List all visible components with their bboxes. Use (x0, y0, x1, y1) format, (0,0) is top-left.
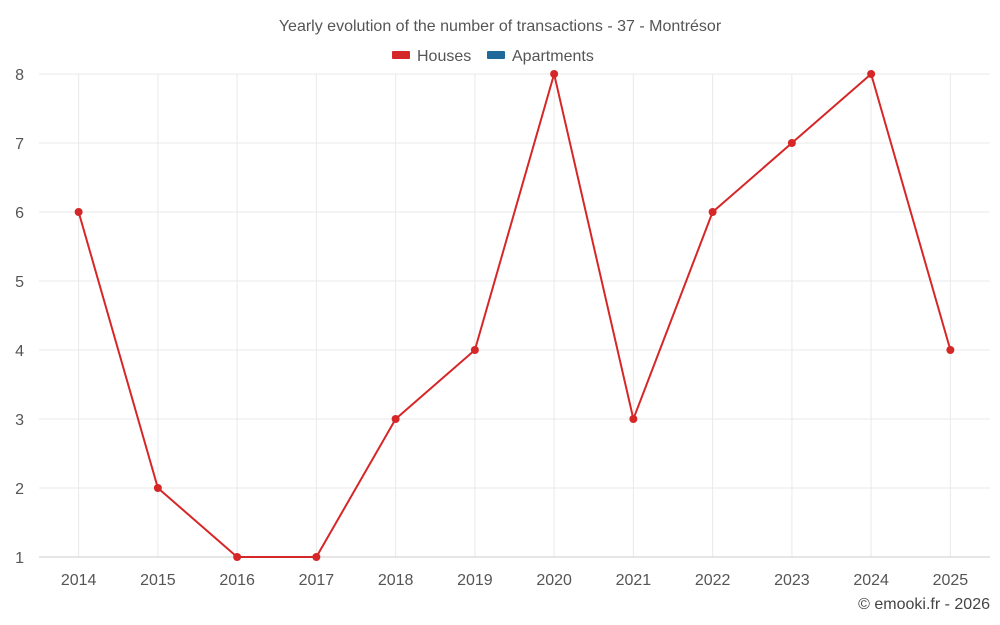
data-point-houses-2025[interactable] (946, 346, 955, 354)
series-line-houses (77, 73, 952, 558)
y-tick-label: 6 (15, 205, 24, 222)
x-tick-label: 2014 (61, 572, 97, 589)
x-tick-label: 2020 (536, 572, 572, 589)
y-tick-label: 2 (15, 481, 24, 498)
data-point-houses-2016[interactable] (233, 553, 242, 561)
legend-item-houses[interactable]: Houses (392, 48, 471, 65)
y-tick-label: 1 (15, 550, 24, 567)
x-tick-label: 2023 (774, 572, 810, 589)
legend-item-apartments[interactable]: Apartments (487, 48, 594, 65)
data-point-houses-2020[interactable] (550, 70, 559, 78)
data-point-houses-2023[interactable] (787, 139, 796, 147)
x-tick-label: 2022 (695, 572, 731, 589)
data-point-houses-2018[interactable] (391, 415, 400, 423)
x-tick-label: 2015 (140, 572, 176, 589)
y-tick-label: 3 (15, 412, 24, 429)
x-tick-label: 2019 (457, 572, 493, 589)
x-tick-label: 2024 (853, 572, 889, 589)
data-point-houses-2021[interactable] (629, 415, 638, 423)
data-point-houses-2017[interactable] (312, 553, 321, 561)
credit-text: © emooki.fr - 2026 (858, 596, 990, 613)
chart-title: Yearly evolution of the number of transa… (279, 18, 722, 35)
y-tick-label: 7 (15, 136, 24, 153)
data-point-houses-2022[interactable] (708, 208, 717, 216)
data-point-houses-2014[interactable] (74, 208, 83, 216)
x-tick-label: 2016 (219, 572, 255, 589)
x-tick-label: 2018 (378, 572, 414, 589)
legend-label-apartments: Apartments (512, 48, 594, 65)
legend-label-houses: Houses (417, 48, 471, 65)
plot-area: 1 2 3 4 5 6 7 8 2014 2015 2016 2017 2018 2019 2020 2021… (15, 67, 990, 589)
legend-swatch-houses (392, 51, 410, 59)
legend-swatch-apartments (487, 51, 505, 59)
data-point-houses-2015[interactable] (153, 484, 162, 492)
data-point-houses-2024[interactable] (867, 70, 876, 78)
y-tick-label: 4 (15, 343, 24, 360)
x-tick-label: 2025 (933, 572, 969, 589)
x-tick-label: 2021 (616, 572, 652, 589)
y-tick-label: 8 (15, 67, 24, 84)
y-tick-label: 5 (15, 274, 24, 291)
legend: Houses Apartments (392, 48, 594, 65)
x-tick-label: 2017 (299, 572, 335, 589)
data-point-houses-2019[interactable] (470, 346, 479, 354)
